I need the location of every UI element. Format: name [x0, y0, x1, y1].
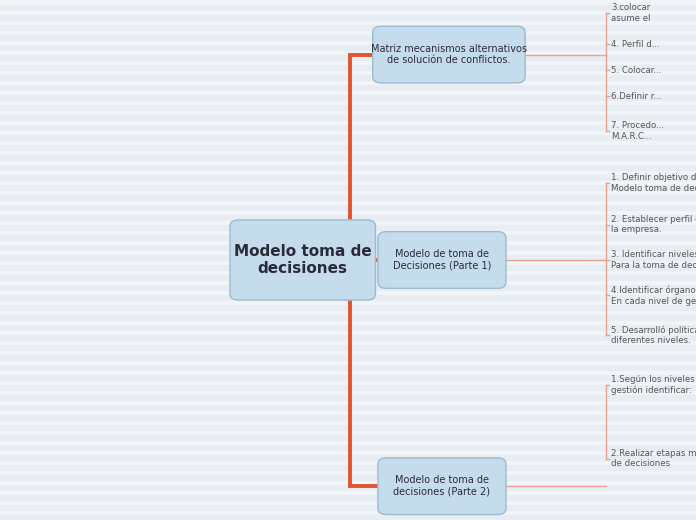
Bar	[0, 405, 696, 410]
Text: Matriz mecanismos alternativos
de solución de conflictos.: Matriz mecanismos alternativos de soluci…	[371, 44, 527, 66]
Text: 1.Según los niveles de
gestión identificar:: 1.Según los niveles de gestión identific…	[611, 375, 696, 395]
FancyBboxPatch shape	[378, 232, 506, 288]
Bar	[0, 315, 696, 320]
Bar	[0, 15, 696, 20]
Bar	[0, 515, 696, 520]
Bar	[0, 275, 696, 280]
Bar	[0, 345, 696, 350]
Bar	[0, 105, 696, 110]
Bar	[0, 225, 696, 230]
Bar	[0, 145, 696, 150]
Text: 7. Procedo...
M.A.R.C...: 7. Procedo... M.A.R.C...	[611, 121, 664, 141]
Bar	[0, 265, 696, 270]
Bar	[0, 245, 696, 250]
Bar	[0, 375, 696, 380]
Bar	[0, 305, 696, 310]
Bar	[0, 155, 696, 160]
Bar	[0, 85, 696, 90]
Text: Modelo de toma de
decisiones (Parte 2): Modelo de toma de decisiones (Parte 2)	[393, 475, 491, 497]
Bar	[0, 95, 696, 100]
Bar	[0, 35, 696, 40]
Bar	[0, 55, 696, 60]
Bar	[0, 365, 696, 370]
Bar	[0, 205, 696, 210]
Bar	[0, 395, 696, 400]
Bar	[0, 385, 696, 390]
Bar	[0, 125, 696, 130]
FancyBboxPatch shape	[378, 458, 506, 515]
Bar	[0, 505, 696, 510]
Text: Modelo toma de
decisiones: Modelo toma de decisiones	[234, 244, 372, 276]
Text: 2. Establecer perfil de
la empresa.: 2. Establecer perfil de la empresa.	[611, 215, 696, 235]
Bar	[0, 355, 696, 360]
Bar	[0, 435, 696, 440]
Bar	[0, 135, 696, 140]
Bar	[0, 415, 696, 420]
Bar	[0, 495, 696, 500]
Bar	[0, 165, 696, 170]
Text: 5. Desarrolló políticas en...
diferentes niveles.: 5. Desarrolló políticas en... diferentes…	[611, 326, 696, 345]
Text: 5. Colocar...: 5. Colocar...	[611, 66, 661, 75]
Bar	[0, 295, 696, 300]
Bar	[0, 475, 696, 480]
Bar	[0, 285, 696, 290]
Bar	[0, 185, 696, 190]
Bar	[0, 325, 696, 330]
Bar	[0, 465, 696, 470]
Text: 2.Realizar etapas modelo
de decisiones: 2.Realizar etapas modelo de decisiones	[611, 449, 696, 469]
Bar	[0, 65, 696, 70]
Text: Modelo de toma de
Decisiones (Parte 1): Modelo de toma de Decisiones (Parte 1)	[393, 249, 491, 271]
Text: 4. Perfil d...: 4. Perfil d...	[611, 40, 660, 49]
FancyBboxPatch shape	[373, 26, 525, 83]
Bar	[0, 175, 696, 180]
Text: 1. Definir objetivo del
Modelo toma de decisiones.: 1. Definir objetivo del Modelo toma de d…	[611, 173, 696, 193]
Text: 4.Identificar órganos enca...
En cada nivel de gestión...: 4.Identificar órganos enca... En cada ni…	[611, 285, 696, 306]
Bar	[0, 195, 696, 200]
Bar	[0, 255, 696, 260]
Bar	[0, 115, 696, 120]
Bar	[0, 75, 696, 80]
Bar	[0, 335, 696, 340]
FancyBboxPatch shape	[230, 220, 376, 300]
Bar	[0, 235, 696, 240]
Bar	[0, 45, 696, 50]
Text: 3.colocar
asume el: 3.colocar asume el	[611, 3, 651, 23]
Text: 6.Definir r...: 6.Definir r...	[611, 92, 661, 101]
Bar	[0, 455, 696, 460]
Text: 3. Identificar niveles de g...
Para la toma de decisio...: 3. Identificar niveles de g... Para la t…	[611, 250, 696, 270]
Bar	[0, 5, 696, 10]
Bar	[0, 485, 696, 490]
Bar	[0, 445, 696, 450]
Bar	[0, 215, 696, 220]
Bar	[0, 25, 696, 30]
Bar	[0, 425, 696, 430]
